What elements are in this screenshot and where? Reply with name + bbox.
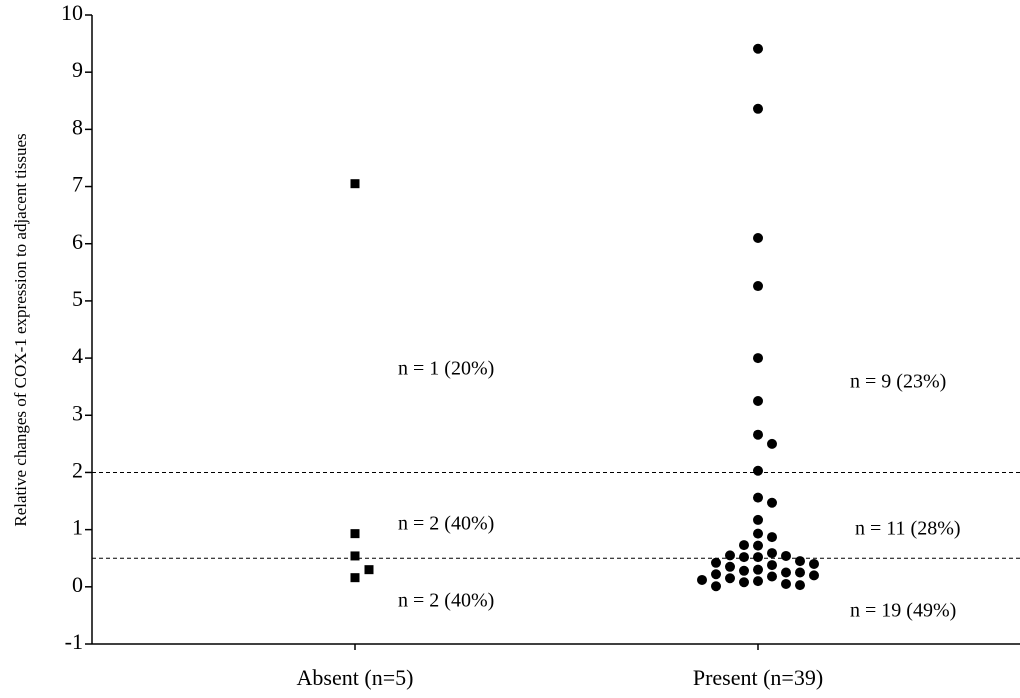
data-point: [781, 568, 791, 578]
data-point: [767, 560, 777, 570]
data-point: [767, 572, 777, 582]
data-point: [781, 551, 791, 561]
y-tick-label: 7: [72, 172, 83, 197]
data-point: [753, 565, 763, 575]
data-point: [753, 44, 763, 54]
y-tick-label: 3: [72, 400, 83, 425]
y-tick-label: 2: [72, 458, 83, 483]
x-tick-label: Present (n=39): [693, 665, 823, 690]
data-point: [753, 541, 763, 551]
annotation: n = 9 (23%): [850, 371, 946, 393]
data-point: [711, 558, 721, 568]
y-tick-label: 1: [72, 515, 83, 540]
data-point: [351, 179, 360, 188]
y-tick-label: 9: [72, 57, 83, 82]
data-point: [753, 396, 763, 406]
y-tick-label: 5: [72, 286, 83, 311]
y-tick-label: 6: [72, 229, 83, 254]
data-point: [753, 466, 763, 476]
y-tick-label: -1: [65, 629, 83, 654]
data-point: [767, 548, 777, 558]
data-point: [753, 281, 763, 291]
data-point: [739, 540, 749, 550]
data-point: [809, 559, 819, 569]
data-point: [711, 581, 721, 591]
data-point: [795, 568, 805, 578]
data-point: [795, 556, 805, 566]
x-tick-label: Absent (n=5): [297, 665, 414, 690]
annotation: n = 2 (40%): [398, 513, 494, 535]
data-point: [711, 569, 721, 579]
data-point: [739, 552, 749, 562]
data-point: [739, 566, 749, 576]
data-point: [365, 565, 374, 574]
data-point: [767, 498, 777, 508]
y-tick-label: 0: [72, 572, 83, 597]
data-point: [351, 529, 360, 538]
data-point: [753, 430, 763, 440]
annotation: n = 1 (20%): [398, 358, 494, 380]
data-point: [753, 493, 763, 503]
annotation: n = 19 (49%): [850, 600, 956, 622]
data-point: [725, 562, 735, 572]
data-point: [767, 439, 777, 449]
y-axis-label: Relative changes of COX-1 expression to …: [11, 133, 30, 526]
data-point: [753, 552, 763, 562]
chart: Relative changes of COX-1 expression to …: [0, 0, 1020, 698]
data-point: [697, 575, 707, 585]
data-point: [753, 104, 763, 114]
data-point: [753, 233, 763, 243]
data-point: [753, 529, 763, 539]
data-point: [725, 550, 735, 560]
data-point: [351, 573, 360, 582]
data-point: [351, 551, 360, 560]
data-point: [753, 515, 763, 525]
data-point: [795, 580, 805, 590]
data-point: [725, 573, 735, 583]
data-point: [753, 353, 763, 363]
data-point: [739, 577, 749, 587]
annotation: n = 2 (40%): [398, 590, 494, 612]
y-tick-label: 10: [61, 0, 83, 25]
annotation: n = 11 (28%): [855, 518, 961, 540]
data-point: [753, 576, 763, 586]
y-tick-label: 8: [72, 114, 83, 139]
data-point: [781, 579, 791, 589]
y-tick-label: 4: [72, 343, 83, 368]
data-point: [809, 570, 819, 580]
data-point: [767, 532, 777, 542]
